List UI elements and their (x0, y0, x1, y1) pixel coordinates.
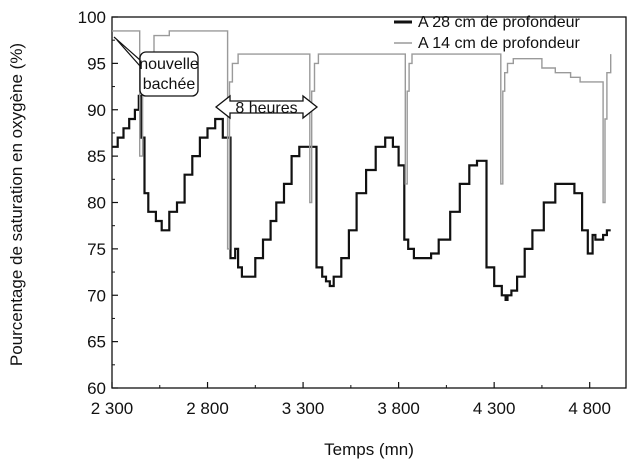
y-axis: 60 65 70 75 80 85 90 95 100 (78, 8, 118, 398)
duration-label: 8 heures (235, 100, 297, 117)
x-tick-label: 4 800 (568, 399, 611, 418)
x-axis: 2 300 2 800 3 300 3 800 4 300 4 800 (91, 382, 611, 418)
y-tick-label: 90 (87, 101, 106, 120)
callout-pointer (116, 39, 141, 67)
x-tick-label: 3 300 (282, 399, 325, 418)
series-line-14cm (112, 30, 612, 250)
x-axis-title: Temps (mn) (324, 440, 414, 459)
y-tick-label: 100 (78, 8, 106, 27)
y-axis-title: Pourcentage de saturation en oxygène (%) (7, 43, 26, 366)
series-layer (111, 30, 612, 301)
legend: A 28 cm de profondeur A 14 cm de profonde… (394, 14, 581, 52)
y-tick-label: 75 (87, 240, 106, 259)
callout-text: nouvelle (139, 56, 199, 73)
y-tick-label: 65 (87, 333, 106, 352)
legend-label: A 14 cm de profondeur (418, 35, 581, 52)
y-tick-label: 95 (87, 54, 106, 73)
legend-label: A 28 cm de profondeur (418, 14, 581, 31)
y-tick-label: 70 (87, 286, 106, 305)
y-tick-label: 60 (87, 379, 106, 398)
x-tick-label: 2 300 (91, 399, 134, 418)
series-line-28cm (112, 94, 611, 301)
callout-text: bachée (143, 76, 196, 93)
callout-box (139, 51, 199, 97)
annotation-layer: nouvelle bachée 8 heures (113, 36, 319, 120)
duration-arrow (214, 94, 319, 120)
y-tick-label: 80 (87, 194, 106, 213)
x-tick-label: 3 800 (377, 399, 420, 418)
x-tick-label: 4 300 (473, 399, 516, 418)
x-tick-label: 2 800 (186, 399, 229, 418)
y-tick-label: 85 (87, 147, 106, 166)
